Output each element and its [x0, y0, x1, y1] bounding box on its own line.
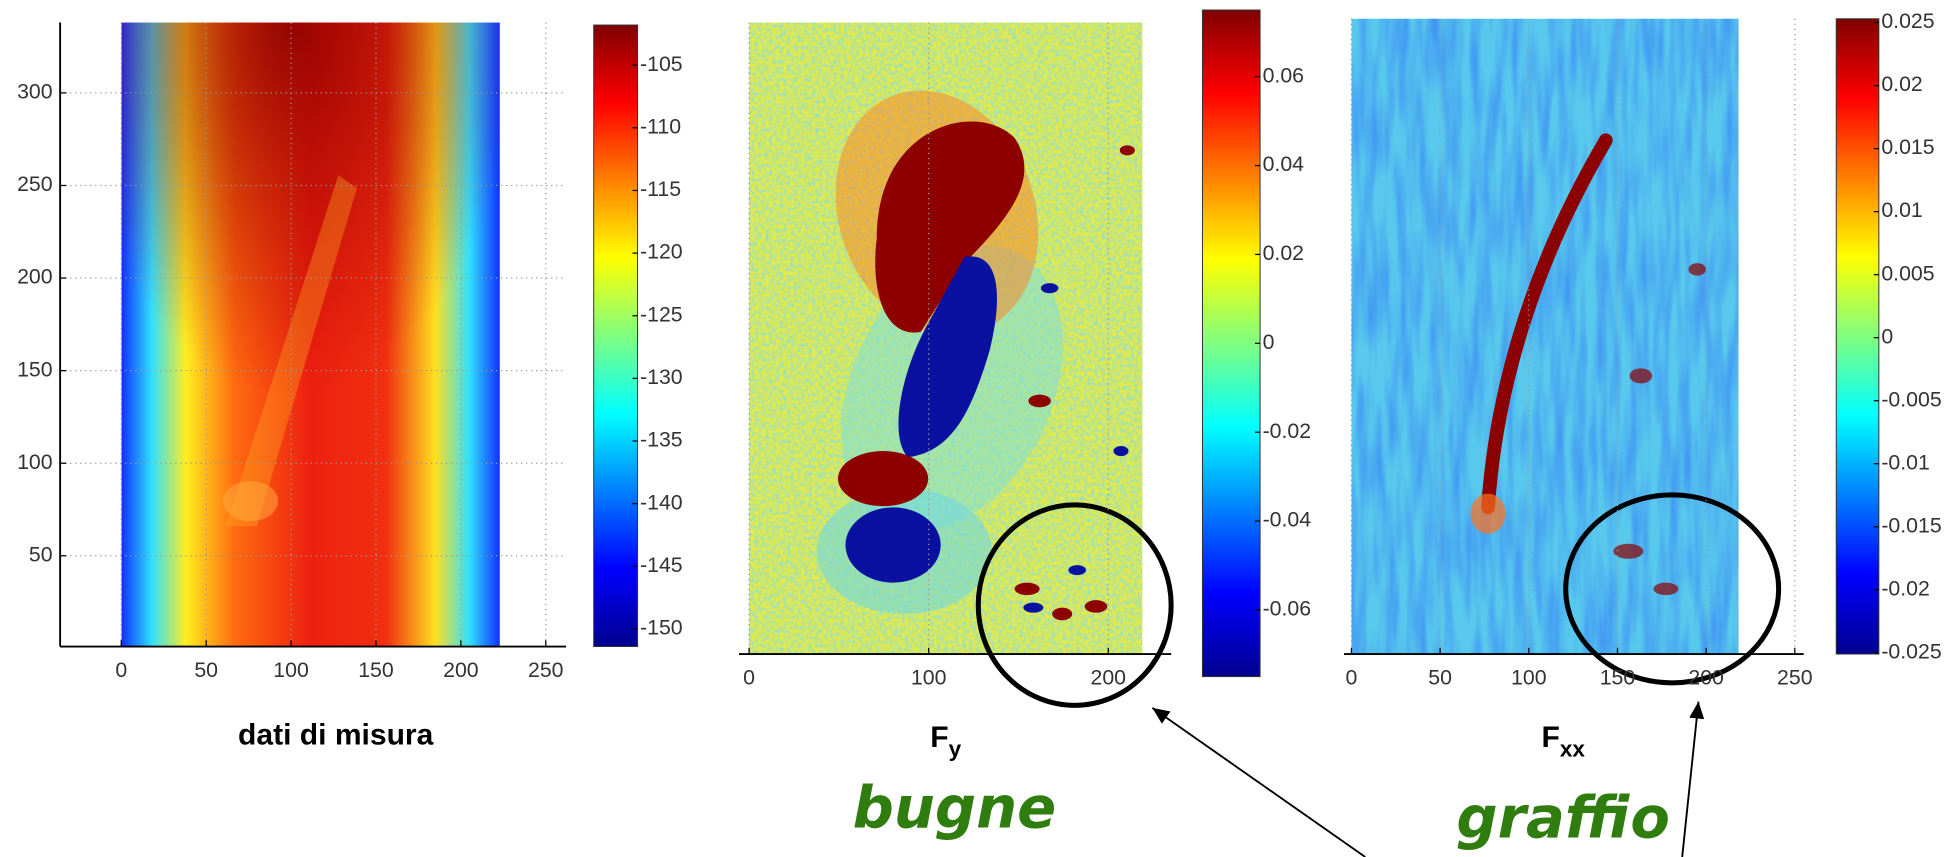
colorbar-tick-label: 0.04	[1263, 152, 1305, 176]
x-tick-label: 0	[1346, 666, 1358, 690]
x-axis-label-main: dati di misura	[238, 719, 434, 752]
highlight-circle	[975, 502, 1174, 708]
x-tick-label: 250	[528, 658, 564, 682]
colorbar-tick-label: 0.015	[1881, 135, 1934, 159]
colorbar-tick-label: -0.02	[1881, 576, 1930, 600]
heatmap-image-1	[121, 22, 500, 647]
colorbar-tick-label: -0.025	[1881, 639, 1941, 663]
colorbar-tick-label: -130	[640, 365, 683, 389]
x-tick-label: 100	[1511, 666, 1547, 690]
colorbar-tick-label: -105	[640, 52, 683, 76]
arrow	[1681, 701, 1705, 857]
annotation: bugne	[853, 775, 1057, 842]
x-axis-label-subscript: y	[949, 736, 962, 761]
x-tick-label: 150	[358, 658, 394, 682]
colorbar-tick-label: -145	[640, 553, 683, 577]
x-tick-label: 0	[115, 658, 127, 682]
heatmap-image-2	[749, 22, 1143, 655]
y-tick-label: 100	[17, 450, 53, 474]
x-tick-label: 100	[273, 658, 309, 682]
highlight-circle	[1563, 492, 1782, 686]
colorbar-tick-label: -0.015	[1881, 513, 1941, 537]
colorbar-tick-label: 0	[1881, 324, 1893, 348]
x-tick-label: 200	[443, 658, 479, 682]
x-axis-label-subscript: xx	[1560, 736, 1586, 761]
colorbar-tick-label: -0.02	[1263, 419, 1312, 443]
colorbar-tick-label: 0	[1263, 330, 1275, 354]
y-tick-label: 250	[17, 172, 53, 196]
colorbar-tick-label: 0.025	[1881, 9, 1934, 33]
x-tick-label: 150	[1600, 666, 1636, 690]
x-tick-label: 200	[1688, 666, 1724, 690]
x-tick-label: 100	[911, 666, 947, 690]
annotation: graffio	[1456, 785, 1670, 852]
colorbar-tick-label: -135	[640, 428, 683, 452]
colorbar-tick-label: -110	[640, 114, 681, 138]
x-axis-label: Fy	[930, 721, 961, 761]
colorbar-tick-label: -140	[640, 490, 683, 514]
y-tick-label: 200	[17, 265, 53, 289]
x-axis-label-main: F	[930, 721, 948, 754]
y-tick-label: 50	[29, 542, 53, 566]
colorbar	[1201, 9, 1261, 678]
colorbar-tick-label: -125	[640, 302, 683, 326]
x-tick-label: 0	[743, 666, 755, 690]
x-axis-label-main: F	[1541, 721, 1559, 754]
y-tick-label: 150	[17, 357, 53, 381]
colorbar-tick-label: -120	[640, 240, 683, 264]
x-tick-label: 250	[1777, 666, 1813, 690]
x-tick-label: 50	[1428, 666, 1452, 690]
x-axis-label: dati di misura	[238, 719, 434, 752]
colorbar-tick-label: 0.02	[1881, 72, 1922, 96]
heatmap-image-3	[1351, 18, 1739, 655]
colorbar-tick-label: 0.005	[1881, 261, 1934, 285]
colorbar-tick-label: -0.06	[1263, 597, 1312, 621]
y-tick-label: 300	[17, 80, 53, 104]
colorbar-tick-label: -0.01	[1881, 450, 1930, 474]
x-axis-label: Fxx	[1541, 721, 1585, 761]
x-tick-label: 50	[194, 658, 218, 682]
colorbar	[1835, 18, 1880, 655]
colorbar-tick-label: 0.02	[1263, 241, 1304, 265]
colorbar-tick-label: 0.06	[1263, 63, 1304, 87]
colorbar-tick-label: -0.04	[1263, 508, 1312, 532]
colorbar	[593, 24, 639, 648]
colorbar-tick-label: -0.005	[1881, 387, 1941, 411]
colorbar-tick-label: 0.01	[1881, 198, 1922, 222]
colorbar-tick-label: -115	[640, 177, 681, 201]
x-tick-label: 200	[1091, 666, 1127, 690]
colorbar-tick-label: -150	[640, 616, 683, 640]
arrow	[1151, 707, 1366, 857]
